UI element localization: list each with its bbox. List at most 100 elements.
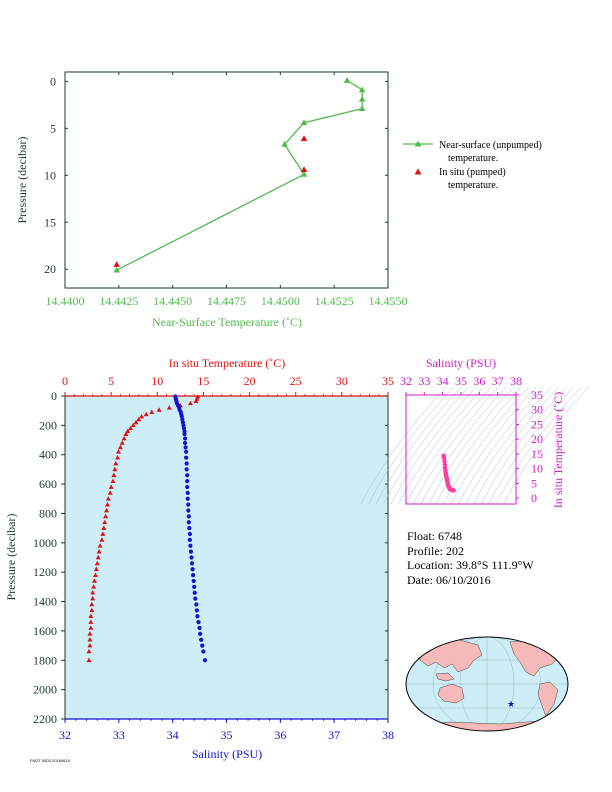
salinity-point <box>186 514 191 519</box>
profile-plot-area <box>65 396 388 719</box>
temperature-point <box>119 440 125 445</box>
salinity-point <box>185 490 190 495</box>
ts-contour <box>428 386 514 505</box>
temperature-point <box>139 413 145 419</box>
profile-chart: 0 5 10 15 20 25 30 35 32 33 34 35 36 37 38 0 200 400 600… <box>4 356 394 761</box>
near-surface-point <box>358 95 366 102</box>
ts-x-tick-label: 32 <box>400 374 412 388</box>
ts-y-tick-label: 15 <box>531 447 543 461</box>
salinity-point <box>198 631 203 636</box>
salinity-point <box>182 436 188 441</box>
salinity-tick-label: 36 <box>274 728 286 742</box>
ts-x-tick-label: 36 <box>473 374 485 388</box>
temperature-point <box>113 460 119 466</box>
pressure-tick-label: 2000 <box>33 683 57 697</box>
ts-contour <box>398 386 484 505</box>
profile-number: Profile: 202 <box>407 543 464 558</box>
temperature-point <box>107 490 113 495</box>
ts-y-tick-label: 10 <box>531 462 543 476</box>
temperature-tick-label: 5 <box>108 374 114 388</box>
top-plot-frame <box>64 71 389 289</box>
legend-text-in-situ-line2: temperature. <box>448 180 498 191</box>
pressure-tick-label: 0 <box>51 389 57 403</box>
profile-y-axis-label: Pressure (decibar) <box>4 514 18 601</box>
salinity-point <box>195 614 200 619</box>
near-surface-point <box>300 119 308 126</box>
temperature-point <box>89 607 95 613</box>
ts-contour <box>495 386 582 505</box>
land-south-america <box>537 681 559 717</box>
pressure-tick-label: 1000 <box>33 536 57 550</box>
salinity-point <box>187 531 192 537</box>
near-surface-point <box>281 140 288 147</box>
temperature-point <box>166 405 172 410</box>
near-surface-temperature-chart: 14.4400 14.4425 14.4450 14.4475 14.4500 14.45… <box>15 71 542 329</box>
salinity-point <box>192 584 197 589</box>
temperature-tick-labels: 0 5 10 15 20 25 30 35 <box>62 374 394 396</box>
temperature-tick-label: 25 <box>290 374 302 388</box>
pressure-tick-label: 200 <box>39 418 57 432</box>
salinity-point <box>197 625 202 631</box>
temperature-point <box>87 642 93 648</box>
ts-x-tick-label: 37 <box>492 374 504 388</box>
top-x-axis-label: Near-Surface Temperature (˚C) <box>152 315 302 329</box>
temperature-point <box>136 416 142 422</box>
ts-y-axis-label: In situ Temperature (˚C) <box>551 392 565 509</box>
salinity-point <box>185 479 190 484</box>
profile-date: Date: 06/10/2016 <box>407 572 491 587</box>
salinity-tick-label: 32 <box>59 728 71 742</box>
top-x-tick-label: 14.4475 <box>207 294 246 308</box>
temperature-point <box>96 549 102 554</box>
temperature-point <box>99 537 105 542</box>
temperature-point <box>117 444 123 450</box>
salinity-point <box>186 520 191 525</box>
top-x-tick-labels: 14.4400 14.4425 14.4450 14.4475 14.4500 14.45… <box>46 72 408 308</box>
temperature-point <box>133 419 139 425</box>
ts-contour <box>458 386 544 505</box>
float-location: Location: 39.8°S 111.9°W <box>407 558 534 572</box>
top-x-tick-label: 14.4400 <box>46 294 85 308</box>
salinity-point <box>201 649 206 654</box>
temperature-point <box>105 496 111 501</box>
top-y-tick-label: 5 <box>50 121 56 135</box>
pressure-tick-label: 1400 <box>33 595 57 609</box>
top-y-tick-label: 15 <box>44 215 56 229</box>
temperature-tick-label: 20 <box>244 374 256 388</box>
map-outline <box>405 636 569 732</box>
temperature-point <box>88 613 94 619</box>
pressure-tick-label: 1800 <box>33 653 57 667</box>
salinity-point <box>188 549 194 554</box>
temperature-point <box>110 478 116 483</box>
in-situ-point <box>300 166 308 173</box>
temperature-point <box>86 648 92 654</box>
pressure-tick-label: 2200 <box>33 712 57 726</box>
salinity-tick-label: 37 <box>328 728 340 742</box>
temperature-point <box>93 566 99 572</box>
salinity-tick-label: 35 <box>221 728 233 742</box>
temperature-tick-label: 10 <box>151 374 163 388</box>
salinity-point <box>186 502 191 507</box>
salinity-point <box>182 440 188 446</box>
ts-x-tick-label: 33 <box>418 374 430 388</box>
temperature-point <box>111 472 117 478</box>
ts-contour <box>413 386 499 505</box>
top-series-marks <box>113 77 366 273</box>
ts-point <box>441 455 447 461</box>
salinity-point <box>182 429 187 434</box>
temperature-point <box>108 484 114 489</box>
float-location-map: ★ <box>405 636 569 732</box>
salinity-point <box>187 526 192 531</box>
temperature-point <box>123 431 129 436</box>
temperature-tick-label: 35 <box>382 374 394 388</box>
temperature-point <box>91 584 97 589</box>
temperature-point <box>103 513 109 519</box>
salinity-point <box>182 432 187 437</box>
salinity-point <box>196 620 201 625</box>
temperature-point <box>125 428 131 434</box>
pressure-tick-label: 800 <box>39 506 57 520</box>
legend-triangle-in-situ <box>414 168 422 175</box>
ts-point <box>442 462 448 468</box>
temperature-point <box>88 625 94 630</box>
